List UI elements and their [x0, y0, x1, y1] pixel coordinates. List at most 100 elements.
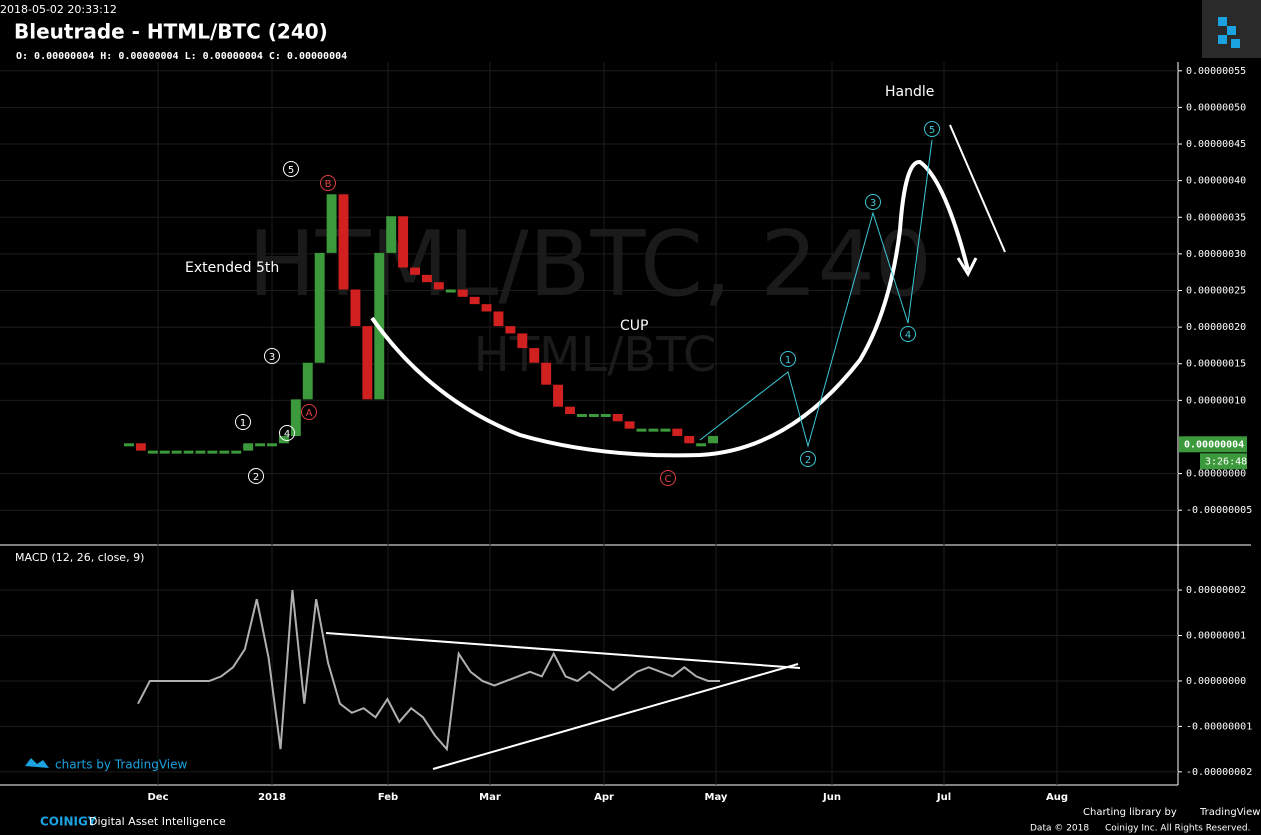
projection-label: 5 [929, 125, 935, 136]
wave-label: 1 [240, 418, 246, 429]
projection-label: 2 [805, 455, 811, 466]
wave-label: B [325, 179, 332, 190]
candle [684, 435, 695, 444]
candle [147, 450, 158, 454]
y-tick-label: 0.00000002 [1186, 585, 1246, 596]
candle [219, 450, 230, 454]
wave-circle [248, 468, 264, 484]
x-tick-label: Jun [822, 792, 841, 803]
candle [660, 428, 671, 432]
candle [124, 443, 134, 447]
y-tick-label: 0.00000020 [1186, 322, 1246, 333]
candle [553, 384, 564, 407]
candle [338, 194, 349, 290]
wave-circle [283, 161, 299, 177]
x-tick-label: Jul [936, 792, 951, 803]
candle [255, 443, 266, 447]
rights: Coinigy Inc. All Rights Reserved. [1105, 824, 1250, 834]
cup-curve [370, 160, 970, 458]
candle [326, 194, 337, 253]
macd-line [137, 589, 720, 752]
candle [231, 450, 242, 454]
projection-circle [780, 351, 796, 367]
candle [398, 216, 409, 268]
projection-circle [924, 121, 940, 137]
y-tick-label: 0.00000001 [1186, 631, 1246, 642]
last-price-label: 0.00000004 [1184, 439, 1244, 450]
x-tick-label: Dec [147, 792, 168, 803]
candle [493, 311, 504, 327]
y-tick-label: 0.00000030 [1186, 249, 1246, 260]
wave-label: 5 [288, 165, 294, 176]
candle [183, 450, 194, 454]
triangle-lower [432, 663, 799, 770]
logo [1218, 17, 1240, 48]
y-tick-label: 0.00000025 [1186, 286, 1246, 297]
brand: COINIGY [40, 815, 97, 829]
data-note: Data © 2018 [1030, 824, 1089, 834]
candle [422, 274, 432, 283]
wave-label: 3 [269, 352, 275, 363]
candle [708, 435, 718, 444]
chart-title: Bleutrade - HTML/BTC (240) [14, 20, 328, 44]
projection-label: 4 [905, 330, 911, 341]
candle [517, 333, 528, 349]
wave-circle [660, 470, 676, 486]
y-tick-label: -0.00000005 [1186, 505, 1252, 516]
y-tick-label: 0.00000055 [1186, 66, 1246, 77]
y-tick-label: -0.00000002 [1186, 767, 1252, 778]
ohlc: O: 0.00000004 H: 0.00000004 L: 0.0000000… [16, 51, 347, 62]
annotation: CUP [620, 318, 648, 334]
candle [386, 216, 397, 253]
y-tick-label: -0.00000001 [1186, 721, 1252, 732]
y-tick-label: 0.00000000 [1186, 469, 1246, 480]
tagline: Digital Asset Intelligence [89, 815, 226, 828]
watermark: HTML/BTC, 240 [248, 212, 932, 317]
candle [290, 399, 301, 436]
candle [362, 326, 373, 400]
projection-label: 1 [785, 355, 791, 366]
wave-circle [279, 425, 295, 441]
candle [696, 443, 707, 447]
candle [588, 414, 599, 418]
y-tick-label: 0.00000000 [1186, 676, 1246, 687]
projection-circle [865, 194, 881, 210]
y-tick-label: 0.00000010 [1186, 395, 1246, 406]
candle [302, 362, 313, 400]
wave-label: 2 [253, 472, 259, 483]
y-tick-label: 0.00000040 [1186, 176, 1246, 187]
candle [195, 450, 206, 454]
candle [624, 421, 635, 429]
x-tick-label: Feb [378, 792, 398, 803]
x-tick-label: 2018 [258, 792, 286, 803]
candle [529, 348, 540, 363]
candle [457, 289, 468, 297]
last-price-tag [1179, 436, 1247, 453]
candle [171, 450, 182, 454]
candle [445, 289, 456, 293]
candle [314, 252, 325, 363]
candle [648, 428, 659, 432]
candle [576, 414, 587, 418]
y-tick-label: 0.00000035 [1186, 212, 1246, 223]
candle [469, 296, 480, 305]
countdown: 3:26:48 [1205, 456, 1247, 467]
wave-circle [301, 404, 317, 420]
projection-path [699, 139, 933, 448]
arrow-head [956, 257, 978, 278]
candle [433, 282, 444, 290]
candle [481, 304, 492, 312]
candle [612, 414, 623, 422]
handle-line [949, 124, 1006, 253]
y-tick-label: 0.00000015 [1186, 359, 1246, 370]
candle [672, 428, 683, 436]
countdown-tag [1200, 453, 1247, 470]
x-tick-label: Aug [1046, 792, 1068, 803]
candle [267, 443, 277, 447]
tv-badge: charts by TradingView [55, 758, 187, 772]
annotation: Handle [885, 84, 934, 100]
projection-circle [800, 451, 816, 467]
projection-label: 3 [870, 198, 876, 209]
